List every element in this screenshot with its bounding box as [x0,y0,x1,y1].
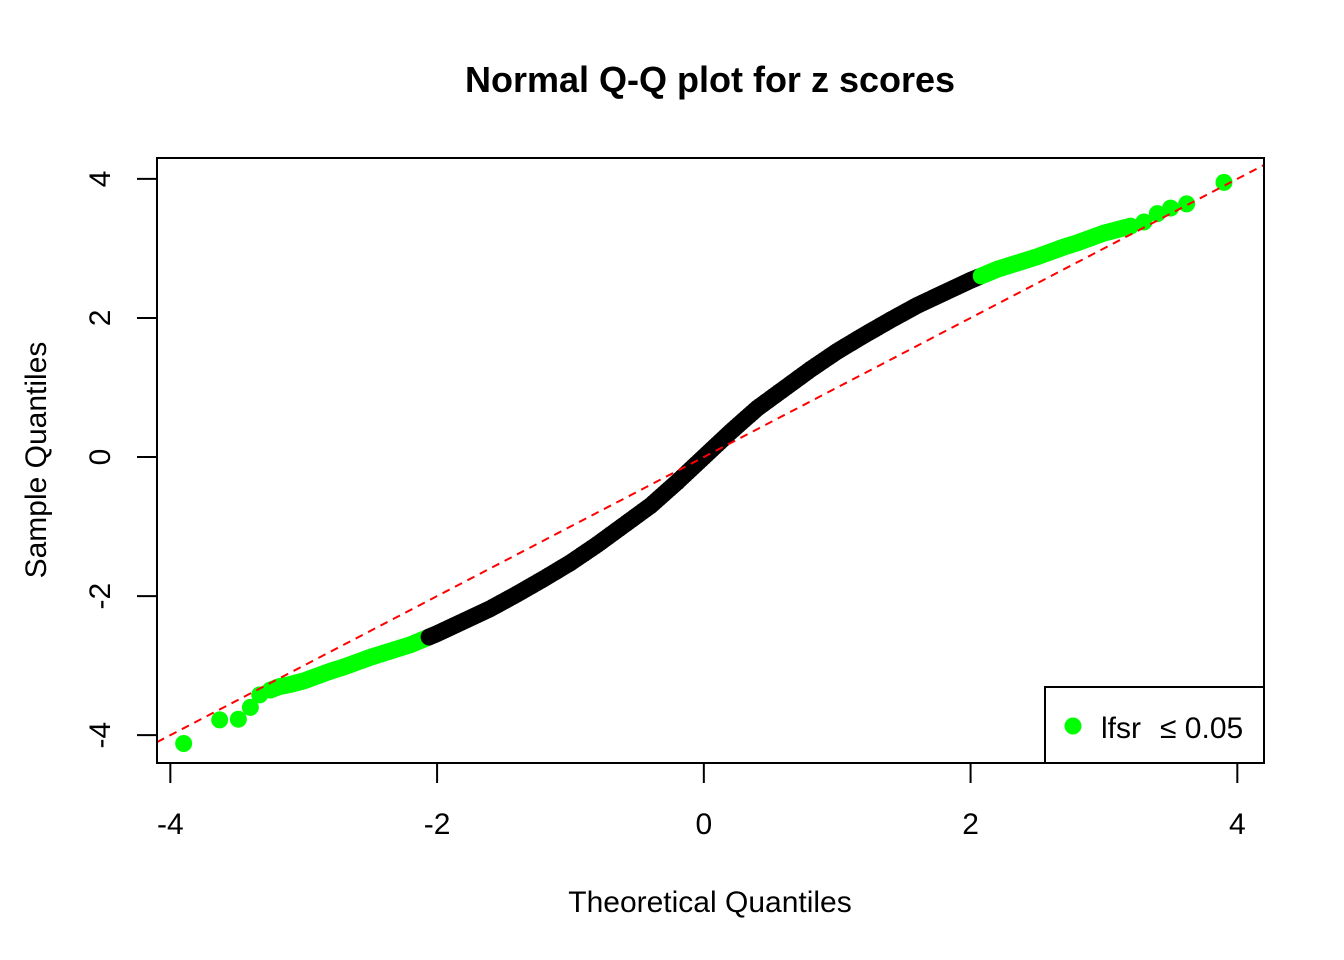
y-tick-label: 4 [84,171,117,188]
data-point-significant [241,698,259,716]
x-tick-label: 4 [1229,808,1246,841]
y-tick-label: 0 [84,449,117,466]
chart-title: Normal Q-Q plot for z scores [465,59,955,100]
legend-label-right: ≤ 0.05 [1160,712,1243,745]
y-tick-label: -4 [84,722,117,749]
data-point-significant [211,711,229,729]
legend-label-left: lfsr [1101,712,1141,745]
data-point-significant [1148,205,1166,223]
x-tick-label: -4 [157,808,184,841]
data-point-significant [1135,213,1153,231]
y-axis-label: Sample Quantiles [20,342,53,579]
x-tick-label: 2 [962,808,979,841]
legend-box [1044,686,1265,764]
data-point-significant [1178,195,1196,213]
plot-frame [156,157,1265,764]
x-tick-label: 0 [695,808,712,841]
data-points [175,173,1233,753]
x-axis-label: Theoretical Quantiles [568,886,851,919]
data-point-significant [1215,173,1233,191]
data-point-significant [1122,217,1140,235]
y-tick-label: -2 [84,583,117,610]
legend: lfsr ≤ 0.05 [1044,686,1265,764]
data-point-significant [175,735,193,753]
data-point-significant [1162,199,1180,217]
reference-line-group [156,164,1265,744]
reference-line [156,164,1265,744]
y-tick-label: 2 [84,310,117,327]
x-tick-label: -2 [424,808,451,841]
data-point-significant [229,710,247,728]
legend-marker [1064,717,1082,735]
